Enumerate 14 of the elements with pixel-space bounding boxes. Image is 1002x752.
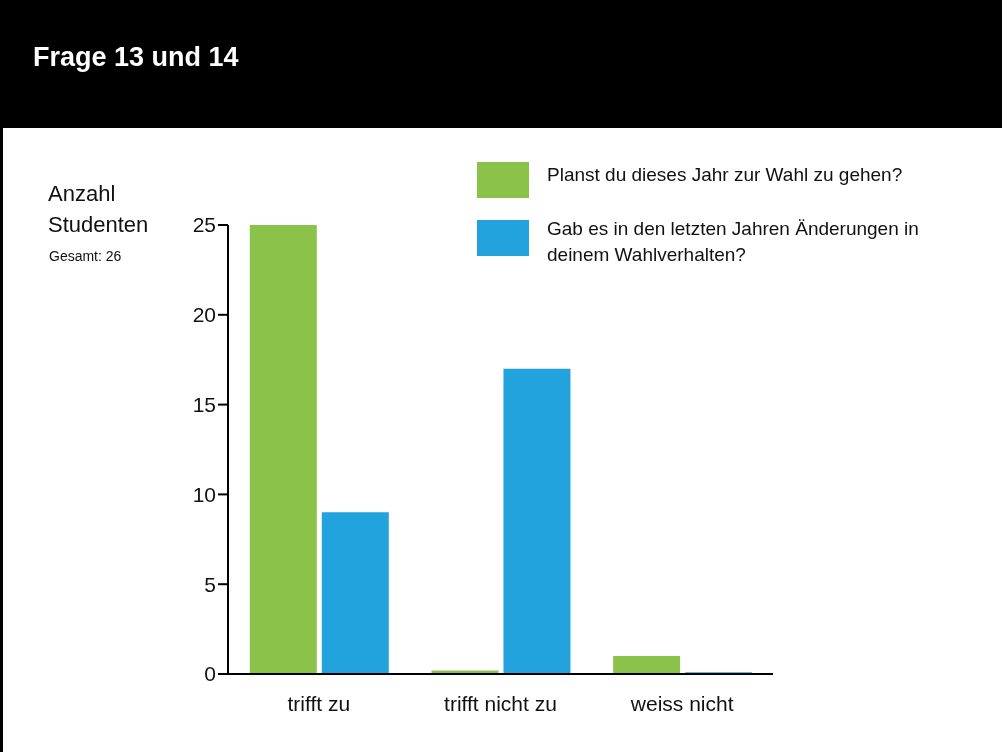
legend-label: Planst du dieses Jahr zur Wahl zu gehen? [547,163,904,187]
chart-title: Frage 13 und 14 [33,42,239,73]
y-tick-label: 5 [204,572,216,596]
x-tick-label: trifft zu [287,691,351,715]
y-tick-label: 0 [204,662,216,686]
text: Gesamt: 26 [49,248,122,264]
legend-label: Gab es in den letzten Jahren Änderungen in deinem Wahlverhalten? [547,217,920,267]
y-tick-label: 15 [192,393,216,417]
x-tick-label: weiss nicht [629,691,734,715]
y-tick-label: 10 [192,482,216,506]
y-tick-label: 20 [192,303,216,327]
y-axis-title: Anzahl Studenten [48,180,150,239]
y-tick-label: 25 [192,213,216,237]
x-tick-label: trifft nicht zu [444,691,557,715]
